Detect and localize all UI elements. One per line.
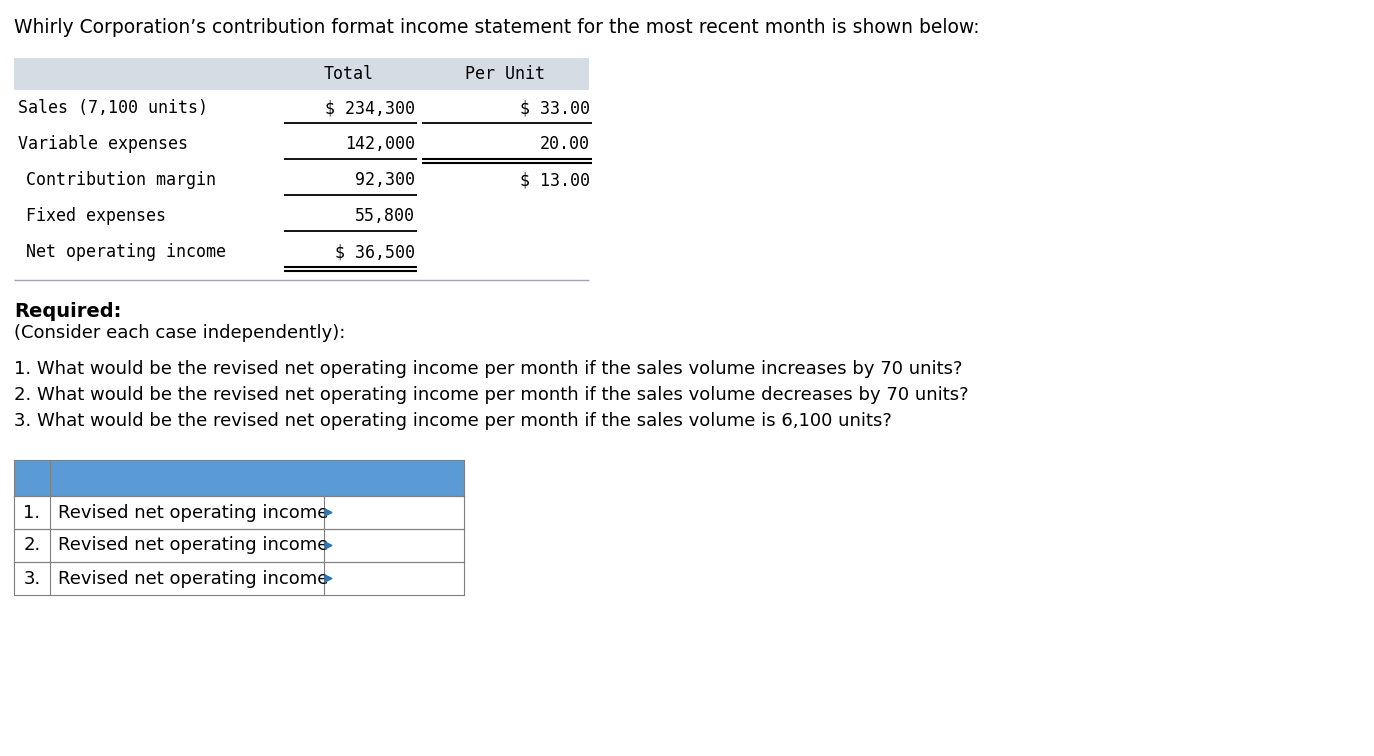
Text: 2. What would be the revised net operating income per month if the sales volume : 2. What would be the revised net operati… <box>14 386 969 404</box>
Text: Fixed expenses: Fixed expenses <box>26 207 166 225</box>
Text: 3.: 3. <box>23 569 41 587</box>
Polygon shape <box>326 542 333 549</box>
Text: Variable expenses: Variable expenses <box>18 135 188 153</box>
Text: Required:: Required: <box>14 302 121 321</box>
Text: Total: Total <box>323 65 374 83</box>
Text: Whirly Corporation’s contribution format income statement for the most recent mo: Whirly Corporation’s contribution format… <box>14 18 980 37</box>
Text: $ 36,500: $ 36,500 <box>335 243 415 261</box>
Text: Revised net operating income: Revised net operating income <box>58 537 328 554</box>
Text: 1. What would be the revised net operating income per month if the sales volume : 1. What would be the revised net operati… <box>14 360 963 378</box>
Text: $ 234,300: $ 234,300 <box>326 99 415 117</box>
Text: 92,300: 92,300 <box>354 171 415 189</box>
Bar <box>14 562 464 595</box>
Text: Revised net operating income: Revised net operating income <box>58 503 328 522</box>
Bar <box>14 529 464 562</box>
Text: (Consider each case independently):: (Consider each case independently): <box>14 324 345 342</box>
Text: 2.: 2. <box>23 537 41 554</box>
Text: 3. What would be the revised net operating income per month if the sales volume : 3. What would be the revised net operati… <box>14 412 892 430</box>
Text: 55,800: 55,800 <box>354 207 415 225</box>
Bar <box>14 496 464 529</box>
Text: 142,000: 142,000 <box>345 135 415 153</box>
Text: 20.00: 20.00 <box>540 135 589 153</box>
Text: $ 33.00: $ 33.00 <box>519 99 589 117</box>
Text: Per Unit: Per Unit <box>464 65 545 83</box>
Text: Sales (7,100 units): Sales (7,100 units) <box>18 99 207 117</box>
Polygon shape <box>326 509 333 516</box>
Text: Revised net operating income: Revised net operating income <box>58 569 328 587</box>
Polygon shape <box>326 575 333 582</box>
Text: Contribution margin: Contribution margin <box>26 171 216 189</box>
Bar <box>14 460 464 496</box>
Bar <box>14 58 589 90</box>
Text: Net operating income: Net operating income <box>26 243 225 261</box>
Text: 1.: 1. <box>23 503 41 522</box>
Text: $ 13.00: $ 13.00 <box>519 171 589 189</box>
